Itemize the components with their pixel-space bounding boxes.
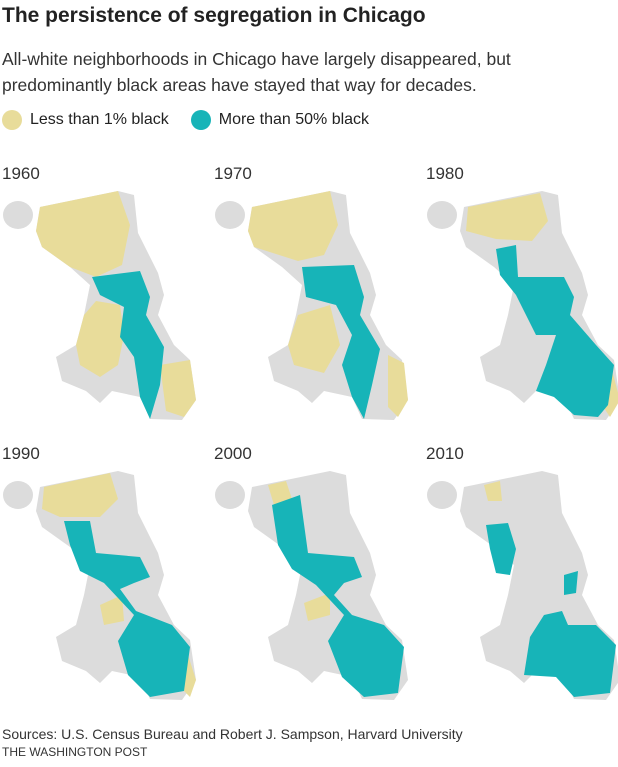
region [388, 355, 408, 417]
region [466, 193, 548, 241]
region [486, 523, 516, 575]
region [248, 191, 338, 261]
region [76, 301, 124, 377]
region [272, 495, 404, 697]
year-label: 2010 [426, 444, 464, 463]
subtitle: All-white neighborhoods in Chicago have … [2, 49, 511, 95]
year-label: 1990 [2, 444, 40, 463]
legend-item: More than 50% black [190, 110, 370, 130]
legend: Less than 1% black More than 50% black [2, 110, 369, 130]
ohare [215, 201, 245, 229]
map [215, 471, 408, 700]
region [304, 593, 330, 621]
region [36, 191, 130, 277]
region [496, 245, 614, 417]
map [3, 471, 196, 700]
map [215, 191, 408, 420]
region [92, 271, 164, 419]
region [288, 305, 340, 373]
ohare [427, 201, 457, 229]
region [268, 481, 292, 505]
ohare [3, 481, 33, 509]
region [182, 655, 196, 697]
region [42, 473, 118, 517]
ohare [427, 481, 457, 509]
region [100, 595, 124, 625]
region [302, 265, 380, 419]
legend-swatch [190, 110, 211, 130]
legend-item: Less than 1% black [2, 110, 169, 130]
year-label: 1980 [426, 164, 464, 183]
year-label: 1970 [214, 164, 252, 183]
ohare [215, 481, 245, 509]
ohare [3, 201, 33, 229]
region [524, 611, 616, 697]
map [427, 471, 618, 700]
maps: 1960 1970 1980 1990 2000 2010 [2, 164, 618, 700]
source: Sources: U.S. Census Bureau and Robert J… [2, 726, 463, 742]
year-label: 1960 [2, 164, 40, 183]
year-label: 2000 [214, 444, 252, 463]
credit: THE WASHINGTON POST [2, 745, 148, 759]
region [484, 481, 502, 501]
map [3, 191, 196, 420]
region [64, 521, 190, 697]
region [564, 571, 578, 595]
map [427, 191, 618, 420]
legend-swatch [2, 110, 22, 130]
legend-label: Less than 1% black [30, 111, 169, 128]
region [160, 360, 196, 417]
title: The persistence of segregation in Chicag… [2, 4, 426, 27]
legend-label: More than 50% black [218, 111, 370, 128]
